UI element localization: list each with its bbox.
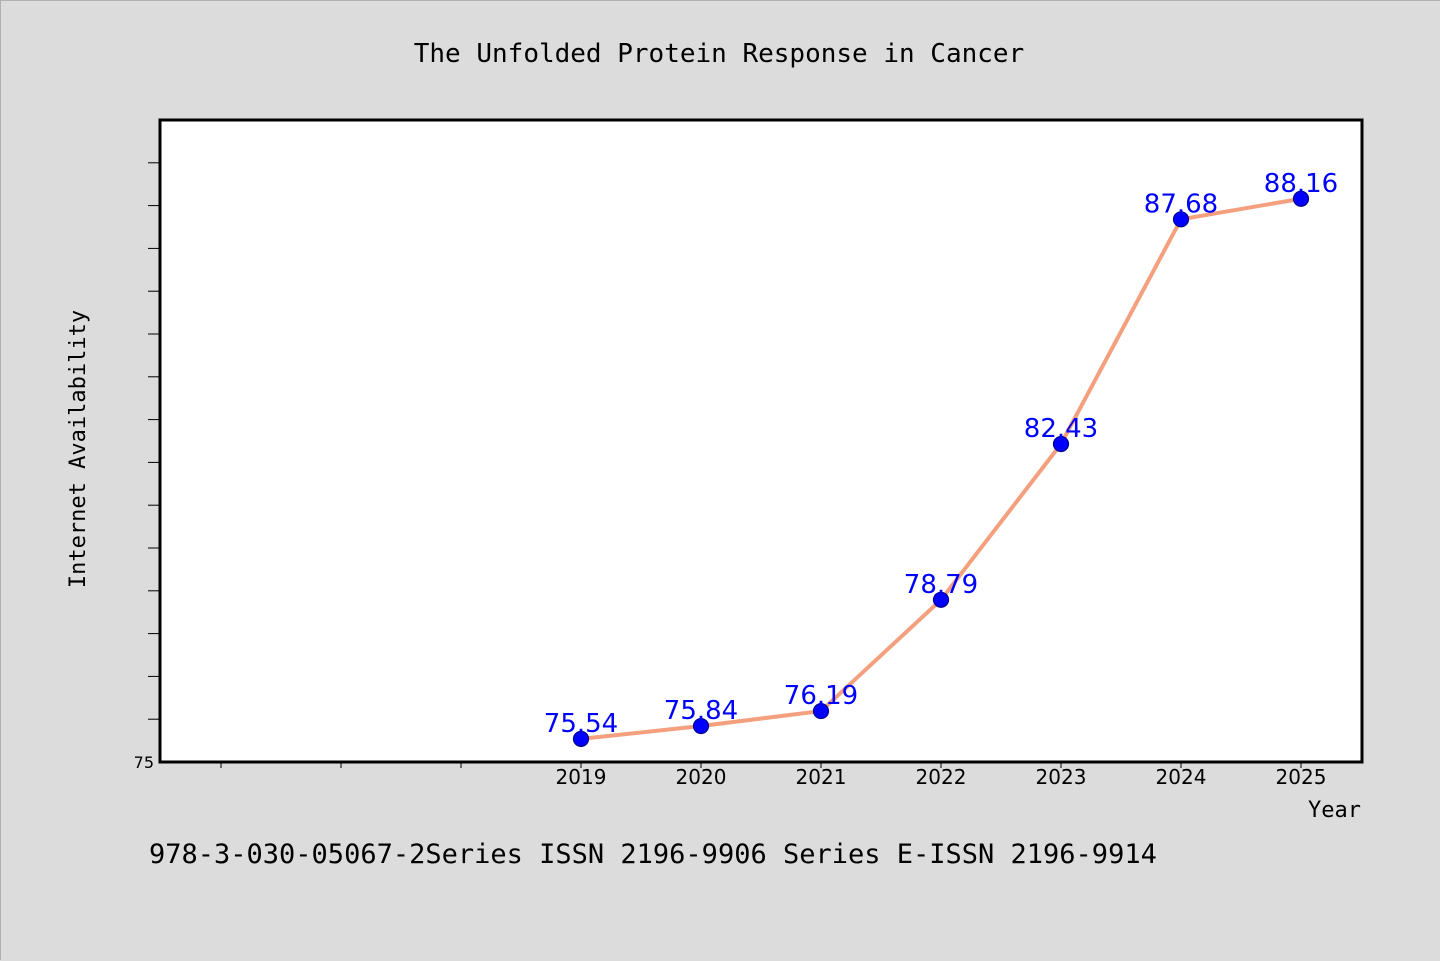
x-axis-tick-labels: 2019 2020 2021 2022 2023 2024 2025 (556, 765, 1327, 789)
x-tick-label: 2021 (796, 765, 847, 789)
data-label: 75.84 (664, 696, 738, 726)
data-point (812, 702, 830, 720)
data-labels: 75.54 75.84 76.19 78.79 82.43 87.68 88.16 (544, 169, 1338, 739)
x-tick-label: 2023 (1036, 765, 1087, 789)
x-tick-label: 2022 (916, 765, 967, 789)
chart-title: The Unfolded Protein Response in Cancer (414, 39, 1024, 69)
footer-text: 978-3-030-05067-2Series ISSN 2196-9906 S… (149, 839, 1157, 870)
x-tick-label: 2019 (556, 765, 607, 789)
x-tick-label: 2024 (1156, 765, 1207, 789)
data-point (932, 591, 950, 608)
data-point (1292, 190, 1310, 207)
data-point (692, 717, 710, 735)
y-tick-label: 75 (134, 753, 154, 772)
data-label: 78.79 (904, 570, 978, 600)
data-label: 88.16 (1264, 169, 1338, 199)
x-tick-label: 2020 (676, 765, 727, 789)
data-label: 87.68 (1144, 189, 1218, 219)
data-label: 76.19 (784, 681, 858, 711)
x-axis-ticks (220, 762, 1302, 768)
y-axis-tick-labels: 75 (134, 753, 154, 772)
y-axis-label: Internet Availability (66, 310, 91, 588)
data-point (1172, 211, 1190, 228)
data-point (572, 730, 590, 747)
plot-area (158, 118, 1364, 764)
y-axis-ticks (148, 162, 160, 720)
data-markers (572, 190, 1310, 747)
data-label: 75.54 (544, 709, 618, 739)
data-label: 82.43 (1024, 414, 1098, 444)
x-axis-label: Year (1308, 798, 1361, 823)
data-point (1052, 435, 1070, 453)
x-tick-label: 2025 (1276, 765, 1327, 789)
